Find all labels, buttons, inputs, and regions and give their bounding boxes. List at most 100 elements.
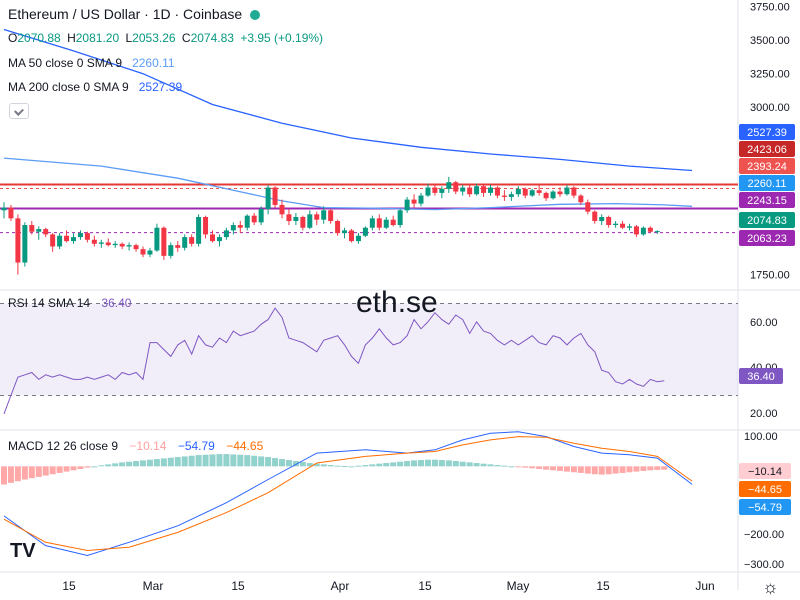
candle-body [189, 237, 195, 244]
candle-body [36, 229, 42, 232]
ma200-legend[interactable]: MA 200 close 0 SMA 9 2527.39 [8, 80, 182, 94]
price-label-text: 2243.15 [747, 195, 787, 207]
macd-histogram-bar [591, 466, 598, 475]
symbol-title[interactable]: Ethereum / US Dollar · 1D · Coinbase [8, 6, 261, 22]
candle-body [293, 217, 299, 222]
macd-line-value: −54.79 [177, 439, 215, 453]
tradingview-logo-icon[interactable]: TV [10, 540, 36, 562]
macd-histogram-bar [98, 465, 105, 467]
macd-histogram-bar [327, 465, 334, 467]
collapse-legend-icon[interactable] [9, 103, 29, 119]
macd-tick-label: −300.00 [744, 559, 784, 571]
candle-body [307, 214, 313, 228]
ma50-legend[interactable]: MA 50 close 0 SMA 9 2260.11 [8, 56, 175, 70]
candle-body [522, 188, 528, 196]
macd-histogram-bar [188, 455, 195, 467]
macd-histogram-bar [633, 466, 640, 472]
candle-body [564, 187, 570, 195]
candle-body [578, 195, 584, 203]
ma50-line [3, 157, 693, 211]
candle-body [237, 225, 243, 228]
macd-pane [1, 431, 693, 557]
macd-histogram-bar [397, 461, 404, 467]
candle-body [474, 186, 480, 195]
candle-body [105, 242, 111, 246]
candle-body [397, 210, 403, 226]
price-label-text: 2074.83 [747, 215, 787, 227]
macd-histogram-bar [70, 466, 77, 471]
rsi-tick-label: 20.00 [750, 408, 778, 420]
ma200-value: 2527.39 [138, 80, 183, 94]
candle-body [98, 242, 104, 244]
macd-histogram-bar [112, 463, 119, 467]
candle-body [453, 182, 459, 192]
macd-histogram-bar [536, 466, 543, 469]
candle-body [446, 182, 452, 189]
price-label-box [739, 175, 795, 191]
macd-histogram-bar [133, 461, 140, 467]
macd-histogram-bar [14, 466, 21, 482]
price-label-box [739, 230, 795, 246]
macd-legend[interactable]: MACD 12 26 close 9 −10.14 −54.79 −44.65 [8, 439, 263, 453]
macd-histogram-bar [160, 458, 167, 467]
candle-body [418, 195, 424, 204]
candle-body [425, 187, 431, 196]
candle-body [71, 237, 76, 242]
macd-histogram-bar [473, 463, 480, 467]
macd-histogram-bar [404, 461, 411, 467]
macd-histogram-bar [28, 466, 35, 479]
macd-histogram-bar [1, 466, 7, 485]
macd-histogram-bar [279, 459, 285, 467]
macd-histogram-bar [285, 460, 292, 467]
macd-histogram-bar [661, 466, 668, 470]
macd-histogram-bar [584, 466, 591, 474]
macd-histogram-bar [612, 466, 619, 474]
low-value: 2053.26 [132, 31, 176, 45]
candle-body [50, 234, 56, 247]
macd-histogram-bar [626, 466, 633, 473]
macd-histogram-bar [508, 466, 515, 468]
candle-body [161, 227, 167, 256]
candle-body [613, 223, 619, 226]
candle-body [230, 225, 236, 231]
candle-body [488, 187, 493, 193]
price-label-box [739, 192, 795, 208]
ma50-value: 2260.11 [132, 56, 175, 70]
macd-histogram-bar [119, 462, 126, 467]
candle-body [550, 191, 556, 199]
candle-body [223, 230, 229, 238]
candle-body [29, 225, 35, 232]
candle-body [168, 245, 174, 256]
candle-body [8, 207, 14, 219]
macd-histogram-bar [341, 465, 348, 467]
rsi-legend[interactable]: RSI 14 SMA 14 36.40 [8, 296, 131, 310]
rsi-current-label: 36.40 [747, 371, 775, 383]
candle-body [182, 237, 188, 248]
rsi-tick-label: 60.00 [750, 317, 778, 329]
macd-label: MACD [8, 439, 44, 453]
candle-body [314, 214, 320, 220]
macd-histogram-bar [459, 461, 466, 467]
macd-histogram-bar [56, 466, 63, 473]
ma200-line [3, 28, 693, 172]
macd-histogram-bar [49, 466, 56, 475]
macd-histogram-bar [77, 466, 84, 469]
candle-body [349, 230, 354, 242]
macd-histogram-bar [647, 466, 654, 471]
candle-body [369, 218, 375, 228]
macd-histogram-bar [550, 466, 557, 471]
macd-histogram-bar [7, 466, 14, 483]
time-tick-label: 15 [231, 579, 245, 593]
macd-histogram-bar [299, 462, 306, 467]
candle-body [244, 215, 250, 228]
macd-histogram-bar [63, 466, 70, 472]
macd-histogram-bar [487, 464, 494, 467]
settings-gear-icon[interactable]: ☼ [762, 577, 779, 597]
rsi-line [3, 307, 665, 415]
candle-body [1, 207, 7, 211]
macd-histogram-bar [362, 465, 369, 467]
macd-histogram-bar [230, 454, 237, 467]
macd-histogram-bar [105, 464, 112, 467]
